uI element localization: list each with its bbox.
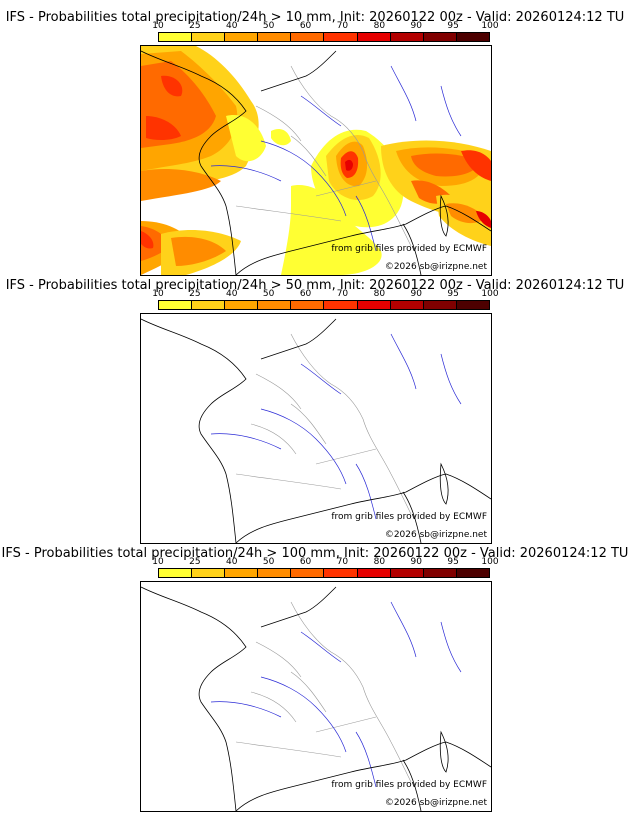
panel-title: IFS - Probabilities total precipitation/…	[5, 278, 625, 293]
colorbar-segment	[159, 33, 193, 41]
colorbar-segment	[192, 301, 226, 309]
colorbar-ticks: 10 25 40 50 60 70 80 90 95 100	[152, 21, 498, 32]
coastlines	[141, 50, 491, 275]
country-borders	[235, 65, 412, 247]
map-area: from grib files provided by ECMWF ©2026 …	[140, 581, 492, 812]
panel-title: IFS - Probabilities total precipitation/…	[1, 546, 629, 561]
precipitation-map	[141, 586, 491, 811]
colorbar-segment	[159, 569, 193, 577]
source-note: from grib files provided by ECMWF	[331, 512, 487, 522]
colorbar-segment	[390, 33, 424, 41]
colorbar-segment	[390, 301, 424, 309]
colorbar-segment	[258, 569, 292, 577]
colorbar-segment	[258, 33, 292, 41]
copyright-note: ©2026 sb@irizpne.net	[384, 262, 487, 272]
colorbar-tick-label: 50	[262, 289, 275, 299]
colorbar-tick-label: 40	[226, 289, 238, 299]
colorbar-segment	[291, 33, 325, 41]
source-note: from grib files provided by ECMWF	[331, 244, 487, 254]
map-panel-10mm: IFS - Probabilities total precipitation/…	[0, 10, 630, 278]
colorbar	[158, 568, 490, 578]
colorbar-segment	[225, 301, 259, 309]
colorbar-segment	[357, 569, 391, 577]
precipitation-map	[141, 46, 491, 275]
colorbar-segment	[423, 301, 457, 309]
colorbar-tick-label: 100	[481, 557, 499, 567]
colorbar-tick-label: 80	[373, 21, 386, 31]
colorbar-segment	[225, 33, 259, 41]
colorbar	[158, 32, 490, 42]
colorbar-segment	[423, 33, 457, 41]
colorbar-tick-label: 70	[336, 21, 349, 31]
colorbar-ticks: 10 25 40 50 60 70 80 90 95 100	[152, 289, 498, 300]
coastlines	[141, 586, 491, 811]
colorbar	[158, 300, 490, 310]
map-panel-50mm: IFS - Probabilities total precipitation/…	[0, 278, 630, 546]
colorbar-tick-label: 40	[226, 557, 238, 567]
colorbar-segment	[192, 33, 226, 41]
colorbar-tick-label: 25	[189, 557, 201, 567]
colorbar-tick-label: 95	[447, 21, 459, 31]
colorbar-tick-label: 95	[447, 289, 459, 299]
coastlines	[141, 318, 491, 543]
colorbar-segment	[357, 33, 391, 41]
colorbar-tick-label: 80	[373, 557, 386, 567]
colorbar-tick-label: 60	[299, 21, 312, 31]
colorbar-tick-label: 70	[336, 289, 349, 299]
colorbar-tick-label: 80	[373, 289, 386, 299]
colorbar-segment	[192, 569, 226, 577]
colorbar-segment	[324, 569, 358, 577]
colorbar-tick-label: 10	[152, 289, 164, 299]
country-borders	[235, 333, 412, 515]
rivers	[210, 333, 462, 520]
colorbar-segment	[423, 569, 457, 577]
colorbar-segment	[159, 301, 193, 309]
precipitation-map	[141, 318, 491, 543]
colorbar-tick-label: 50	[262, 21, 275, 31]
copyright-note: ©2026 sb@irizpne.net	[384, 530, 487, 540]
colorbar-segment	[324, 301, 358, 309]
colorbar-segment	[390, 569, 424, 577]
source-note: from grib files provided by ECMWF	[331, 780, 487, 790]
colorbar-segment	[324, 33, 358, 41]
colorbar-tick-label: 25	[189, 289, 201, 299]
country-borders	[235, 601, 412, 783]
map-panel-100mm: IFS - Probabilities total precipitation/…	[0, 546, 630, 814]
panel-title: IFS - Probabilities total precipitation/…	[5, 10, 625, 25]
colorbar-tick-label: 40	[226, 21, 238, 31]
colorbar-tick-label: 100	[481, 21, 499, 31]
colorbar-segment	[357, 301, 391, 309]
colorbar-tick-label: 70	[336, 557, 349, 567]
map-area: from grib files provided by ECMWF ©2026 …	[140, 313, 492, 544]
colorbar-tick-label: 90	[410, 557, 422, 567]
colorbar-segment	[456, 569, 489, 577]
rivers	[210, 65, 462, 252]
colorbar-tick-label: 50	[262, 557, 275, 567]
colorbar-segment	[291, 301, 325, 309]
colorbar-tick-label: 60	[299, 557, 312, 567]
colorbar-segment	[291, 569, 325, 577]
map-area: from grib files provided by ECMWF ©2026 …	[140, 45, 492, 276]
colorbar-segment	[456, 301, 489, 309]
colorbar-segment	[258, 301, 292, 309]
colorbar-tick-label: 90	[410, 21, 422, 31]
colorbar-tick-label: 95	[447, 557, 459, 567]
colorbar-ticks: 10 25 40 50 60 70 80 90 95 100	[152, 557, 498, 568]
colorbar-segment	[225, 569, 259, 577]
colorbar-tick-label: 90	[410, 289, 422, 299]
colorbar-segment	[456, 33, 489, 41]
colorbar-tick-label: 10	[152, 557, 164, 567]
rivers	[210, 601, 462, 788]
colorbar-tick-label: 10	[152, 21, 164, 31]
copyright-note: ©2026 sb@irizpne.net	[384, 798, 487, 808]
colorbar-tick-label: 60	[299, 289, 312, 299]
colorbar-tick-label: 25	[189, 21, 201, 31]
colorbar-tick-label: 100	[481, 289, 499, 299]
